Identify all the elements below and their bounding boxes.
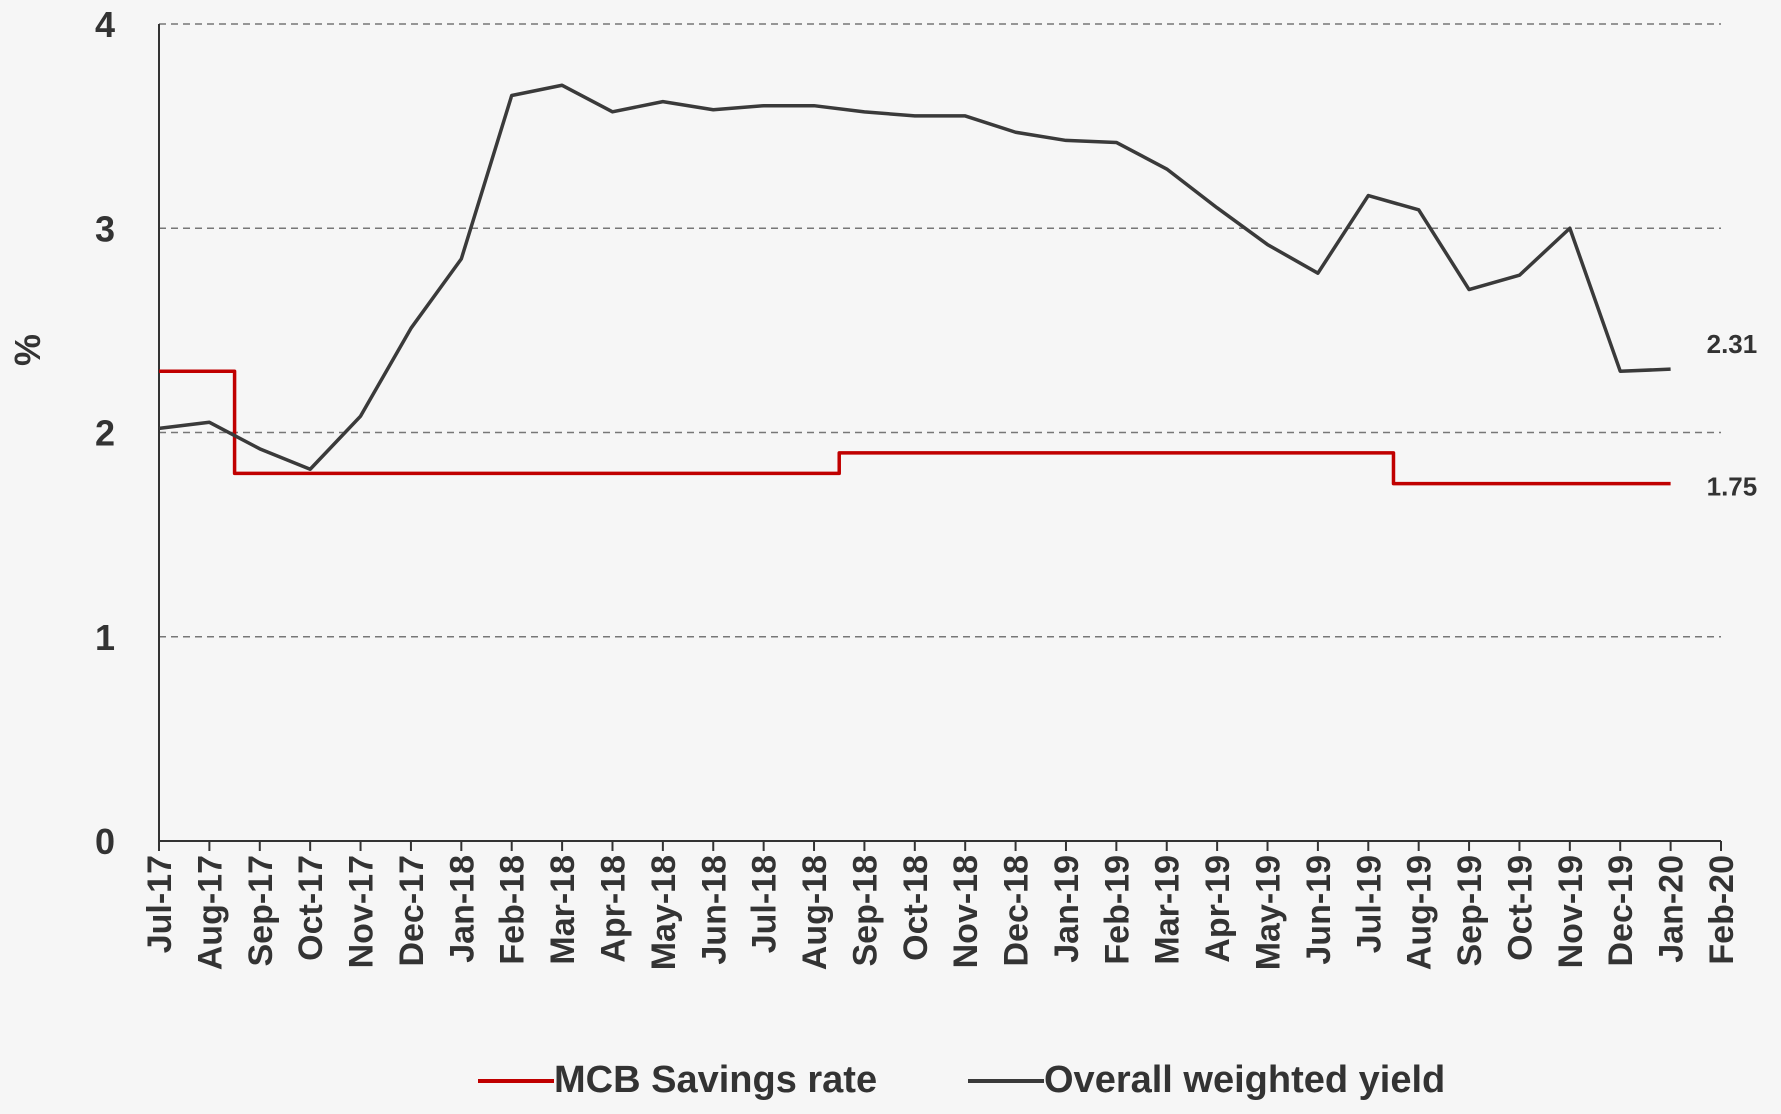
y-tick-label: 2 — [95, 413, 115, 454]
x-tick-label: Aug-19 — [1401, 855, 1439, 970]
x-tick-label: Apr-18 — [594, 855, 632, 963]
x-tick-label: Nov-17 — [343, 855, 381, 968]
x-tick-label: Oct-19 — [1501, 855, 1539, 961]
x-tick-label: Nov-18 — [947, 855, 985, 968]
legend-label: Overall weighted yield — [1044, 1059, 1445, 1101]
x-tick-label: Jan-20 — [1653, 855, 1691, 963]
x-tick-label: Dec-19 — [1602, 855, 1640, 967]
x-tick-label: Oct-17 — [292, 855, 330, 961]
x-tick-label: Feb-18 — [494, 855, 532, 965]
series-line — [159, 369, 1671, 486]
x-tick-label: Feb-19 — [1098, 855, 1136, 965]
x-tick-label: Aug-17 — [191, 855, 229, 970]
y-tick-label: 3 — [95, 208, 115, 249]
series-line — [158, 83, 1671, 472]
x-tick-label: Apr-19 — [1199, 855, 1237, 963]
x-tick-label: Sep-17 — [242, 855, 280, 967]
x-tick-label: Jun-19 — [1300, 855, 1338, 965]
x-tick-label: Nov-19 — [1552, 855, 1590, 968]
x-tick-label: Jun-18 — [695, 855, 733, 965]
x-tick-label: May-19 — [1250, 855, 1288, 970]
y-tick-label: 4 — [95, 4, 115, 45]
x-tick-label: Jul-18 — [746, 855, 784, 953]
end-value-label: 2.31 — [1707, 329, 1758, 359]
x-tick-label: Oct-18 — [897, 855, 935, 961]
x-tick-label: Mar-18 — [544, 855, 582, 965]
x-tick-label: Jan-18 — [443, 855, 481, 963]
x-tick-label: Mar-19 — [1149, 855, 1187, 965]
x-tick-label: Jan-19 — [1048, 855, 1086, 963]
x-tick-label: May-18 — [645, 855, 683, 970]
end-value-label: 1.75 — [1707, 472, 1758, 502]
x-tick-label: Aug-18 — [796, 855, 834, 970]
x-tick-label: Jul-17 — [141, 855, 179, 953]
x-tick-label: Sep-19 — [1451, 855, 1489, 967]
x-tick-label: Jul-19 — [1350, 855, 1388, 953]
y-tick-label: 1 — [95, 617, 115, 658]
x-tick-label: Dec-18 — [998, 855, 1036, 967]
y-tick-label: 0 — [95, 821, 115, 862]
x-tick-label: Sep-18 — [846, 855, 884, 967]
x-tick-label: Dec-17 — [393, 855, 431, 967]
y-axis-label: % — [7, 334, 48, 366]
x-tick-label: Feb-20 — [1703, 855, 1741, 965]
legend-label: MCB Savings rate — [554, 1059, 877, 1101]
